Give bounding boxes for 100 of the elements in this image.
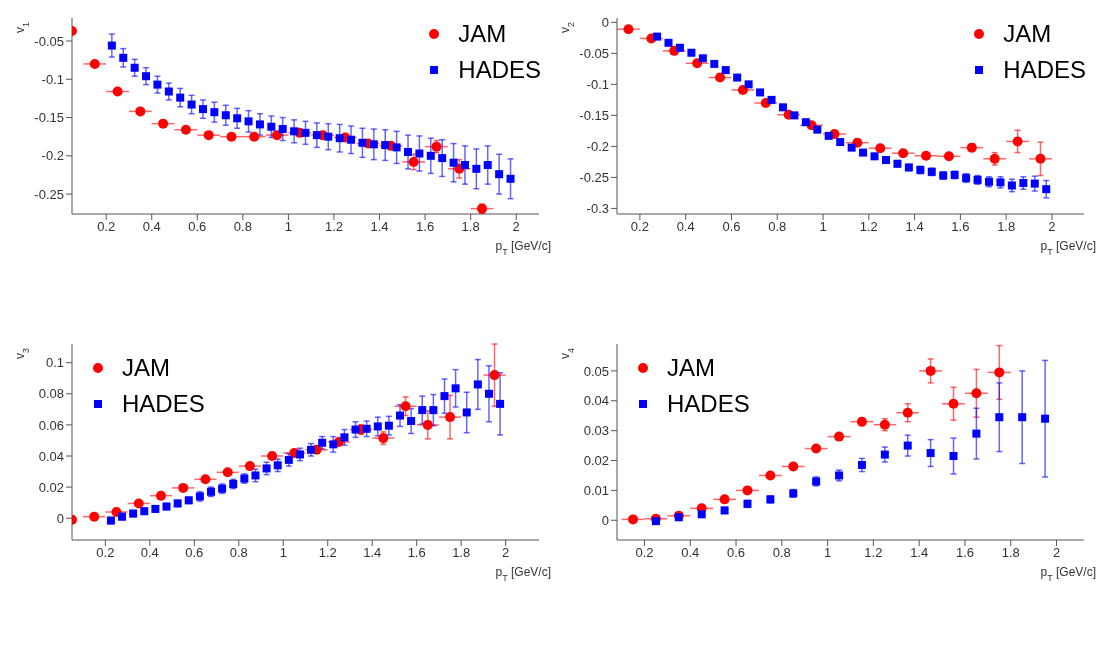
point	[164, 87, 173, 96]
y-tick-label: 0.08	[38, 386, 64, 402]
point	[153, 80, 162, 89]
point	[675, 43, 684, 52]
point	[948, 398, 959, 409]
point	[340, 433, 349, 442]
point	[278, 125, 287, 134]
x-tick-label: 1	[279, 545, 287, 561]
y-tick-label: 0	[601, 512, 609, 528]
point	[756, 88, 765, 97]
point	[995, 413, 1004, 422]
point	[881, 156, 890, 165]
point	[440, 392, 449, 401]
x-tick-label: 0.4	[142, 219, 161, 235]
point	[233, 114, 242, 123]
point	[426, 151, 435, 160]
point	[244, 461, 255, 472]
y-tick-label: -0.2	[586, 139, 609, 155]
point	[373, 422, 382, 431]
point	[1030, 179, 1039, 188]
y-tick-label: 0	[601, 14, 609, 30]
legend-label: JAM	[122, 354, 170, 382]
point	[1041, 414, 1050, 423]
point	[318, 438, 327, 447]
y-tick-label: -0.05	[579, 45, 609, 61]
point	[272, 130, 283, 141]
point	[994, 367, 1005, 378]
x-tick-label: 2	[512, 219, 520, 235]
point	[972, 429, 981, 438]
point	[369, 140, 378, 149]
point	[324, 132, 333, 141]
x-tick-label: 0.4	[676, 219, 695, 235]
x-tick-label: 0.6	[727, 545, 746, 561]
point	[721, 66, 730, 75]
point	[200, 474, 211, 485]
point	[1007, 181, 1016, 190]
point	[836, 138, 845, 147]
point	[249, 131, 260, 142]
point	[130, 63, 139, 72]
legend-label: HADES	[1003, 56, 1086, 84]
point	[472, 164, 481, 173]
point	[449, 158, 458, 167]
y-tick-label: -0.05	[34, 33, 64, 49]
y-tick-label: -0.1	[586, 76, 609, 92]
point	[112, 86, 123, 97]
point	[198, 105, 207, 114]
point	[451, 384, 460, 393]
point	[742, 485, 753, 496]
point	[89, 58, 100, 69]
point	[824, 131, 833, 140]
legend-label: HADES	[122, 390, 205, 418]
point	[255, 120, 264, 129]
point	[329, 440, 338, 449]
point	[506, 174, 515, 183]
point	[290, 127, 299, 136]
x-tick-label: 1	[823, 545, 832, 561]
point	[176, 93, 185, 102]
point	[473, 380, 482, 389]
point	[489, 370, 500, 381]
x-tick-label: 1.4	[910, 545, 929, 561]
x-tick-label: 1	[284, 219, 293, 235]
x-tick-label: 1.8	[997, 219, 1016, 235]
point	[925, 365, 936, 376]
x-tick-label: 1.8	[461, 219, 480, 235]
x-tick-label: 0.2	[630, 219, 649, 235]
point	[801, 118, 810, 127]
x-tick-label: 1.4	[905, 219, 924, 235]
legend-label: HADES	[667, 390, 750, 418]
y-tick-label: 0.04	[38, 448, 64, 464]
point	[788, 461, 799, 472]
point	[880, 450, 889, 459]
point	[623, 24, 634, 35]
point	[778, 103, 787, 112]
point	[396, 411, 405, 420]
point	[295, 450, 304, 459]
y-tick-label: -0.2	[41, 148, 64, 164]
legend-label: HADES	[458, 56, 541, 84]
x-axis-title: p$_{T}$ [GeV/c]	[495, 239, 551, 257]
point	[698, 54, 707, 63]
point	[926, 449, 935, 458]
x-tick-label: 0.2	[96, 545, 115, 561]
point	[460, 161, 469, 169]
point	[859, 148, 868, 157]
x-tick-label: 1.8	[1001, 545, 1020, 561]
point	[358, 138, 367, 147]
x-tick-label: 1.4	[370, 219, 389, 235]
point	[133, 498, 144, 509]
x-tick-label: 0.4	[140, 545, 159, 561]
y-tick-label: -0.15	[34, 110, 64, 126]
point	[438, 154, 447, 163]
point	[1012, 136, 1023, 147]
x-tick-label: 1.2	[324, 219, 344, 235]
x-tick-label: 0.2	[635, 545, 654, 561]
x-tick-label: 0.6	[185, 545, 204, 561]
point	[155, 490, 166, 501]
point	[178, 482, 189, 493]
x-tick-label: 0.2	[97, 219, 116, 235]
point	[119, 53, 128, 62]
x-axis-title: p$_{T}$ [GeV/c]	[495, 565, 551, 583]
point	[384, 421, 393, 430]
